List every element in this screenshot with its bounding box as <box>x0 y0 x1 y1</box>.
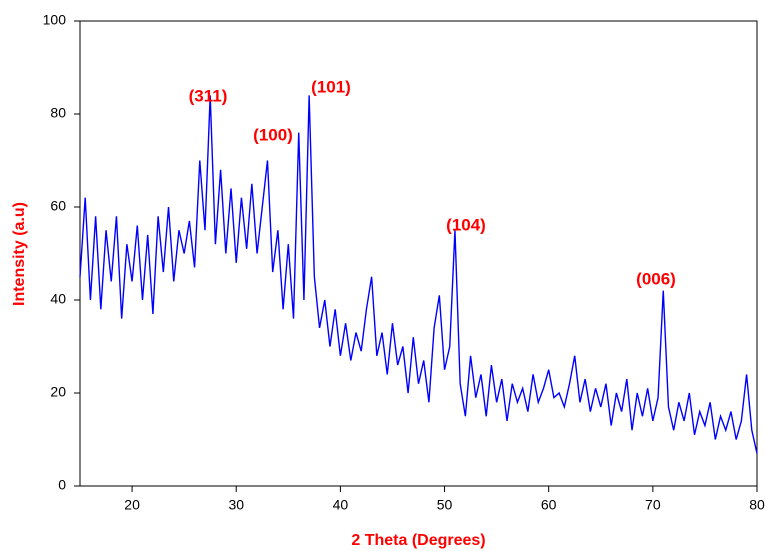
x-tick-label: 20 <box>124 497 140 513</box>
y-tick-label: 40 <box>50 291 66 307</box>
data-line <box>79 95 758 454</box>
peak-label: (101) <box>311 77 351 96</box>
y-tick-label: 0 <box>58 477 66 493</box>
x-axis-title: 2 Theta (Degrees) <box>351 532 485 549</box>
peak-label: (006) <box>636 269 676 288</box>
peak-label: (104) <box>446 215 486 234</box>
y-tick-label: 100 <box>43 12 67 28</box>
x-tick-label: 80 <box>749 497 765 513</box>
x-tick-label: 50 <box>437 497 453 513</box>
y-tick-label: 60 <box>50 198 66 214</box>
peak-label: (311) <box>189 86 228 105</box>
x-tick-label: 60 <box>541 497 557 513</box>
x-tick-label: 30 <box>228 497 244 513</box>
x-tick-label: 40 <box>333 497 349 513</box>
y-axis-title: Intensity (a.u) <box>11 202 28 306</box>
y-tick-label: 20 <box>50 384 66 400</box>
peak-label: (100) <box>253 125 293 144</box>
x-tick-label: 70 <box>645 497 661 513</box>
y-tick-label: 80 <box>50 105 66 121</box>
plot-frame <box>79 20 758 487</box>
